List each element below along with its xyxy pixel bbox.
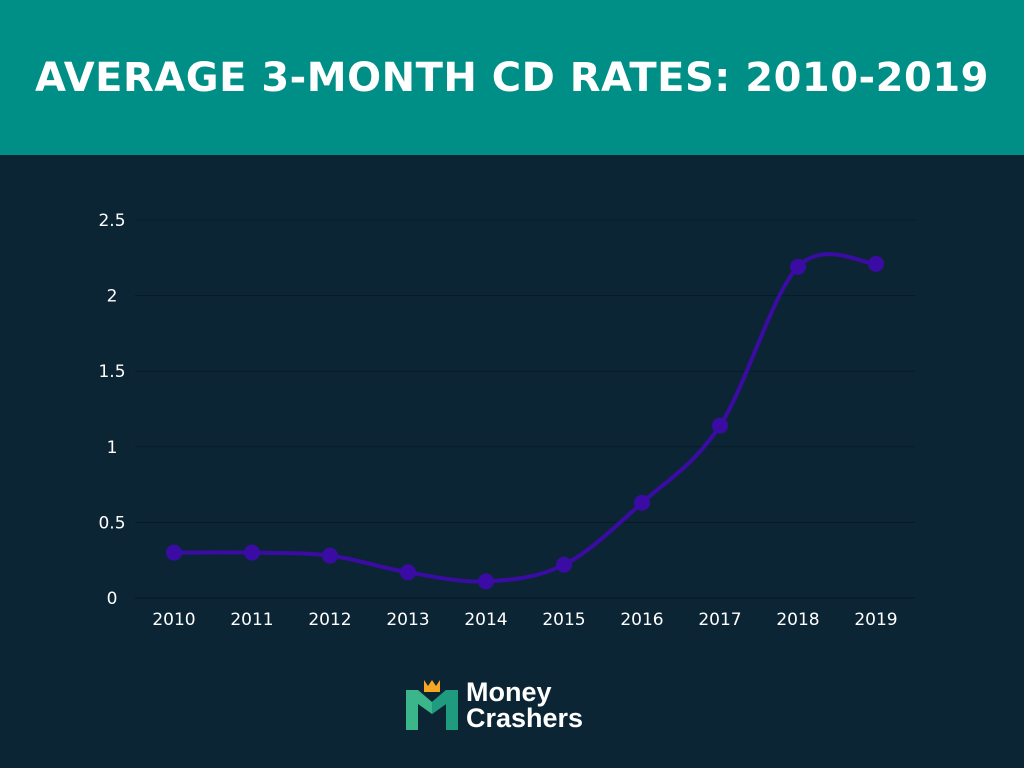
header-banner: AVERAGE 3-MONTH CD RATES: 2010-2019: [0, 0, 1024, 155]
logo-m-icon: [406, 680, 458, 730]
y-tick-label: 1: [107, 438, 118, 458]
series-line: [173, 252, 877, 584]
y-tick-label: 0.5: [98, 513, 125, 533]
chart-title: AVERAGE 3-MONTH CD RATES: 2010-2019: [34, 54, 989, 101]
money-crashers-logo: Money Crashers: [404, 678, 583, 732]
x-tick-label: 2013: [386, 610, 429, 630]
data-point: [634, 494, 650, 511]
x-tick-label: 2014: [464, 610, 507, 630]
data-point: [478, 573, 494, 590]
x-tick-label: 2010: [152, 610, 195, 630]
y-tick-label: 2.5: [98, 211, 125, 231]
data-point: [556, 556, 572, 573]
y-tick-label: 0: [107, 589, 118, 609]
y-tick-label: 2: [107, 287, 118, 307]
logo-text-line2: Crashers: [466, 703, 584, 733]
x-tick-label: 2012: [308, 610, 351, 630]
data-point: [790, 258, 806, 275]
x-tick-label: 2016: [620, 610, 663, 630]
data-point: [322, 547, 338, 564]
logo-text-line1: Money: [466, 677, 552, 707]
x-tick-label: 2019: [854, 610, 897, 630]
x-tick-label: 2018: [776, 610, 819, 630]
x-tick-label: 2017: [698, 610, 741, 630]
x-tick-label: 2015: [542, 610, 585, 630]
data-point: [712, 417, 728, 434]
data-point: [244, 544, 260, 561]
data-point: [400, 564, 416, 581]
y-tick-label: 1.5: [98, 362, 125, 382]
x-tick-label: 2011: [230, 610, 273, 630]
data-point: [868, 255, 884, 272]
data-point: [166, 544, 182, 561]
